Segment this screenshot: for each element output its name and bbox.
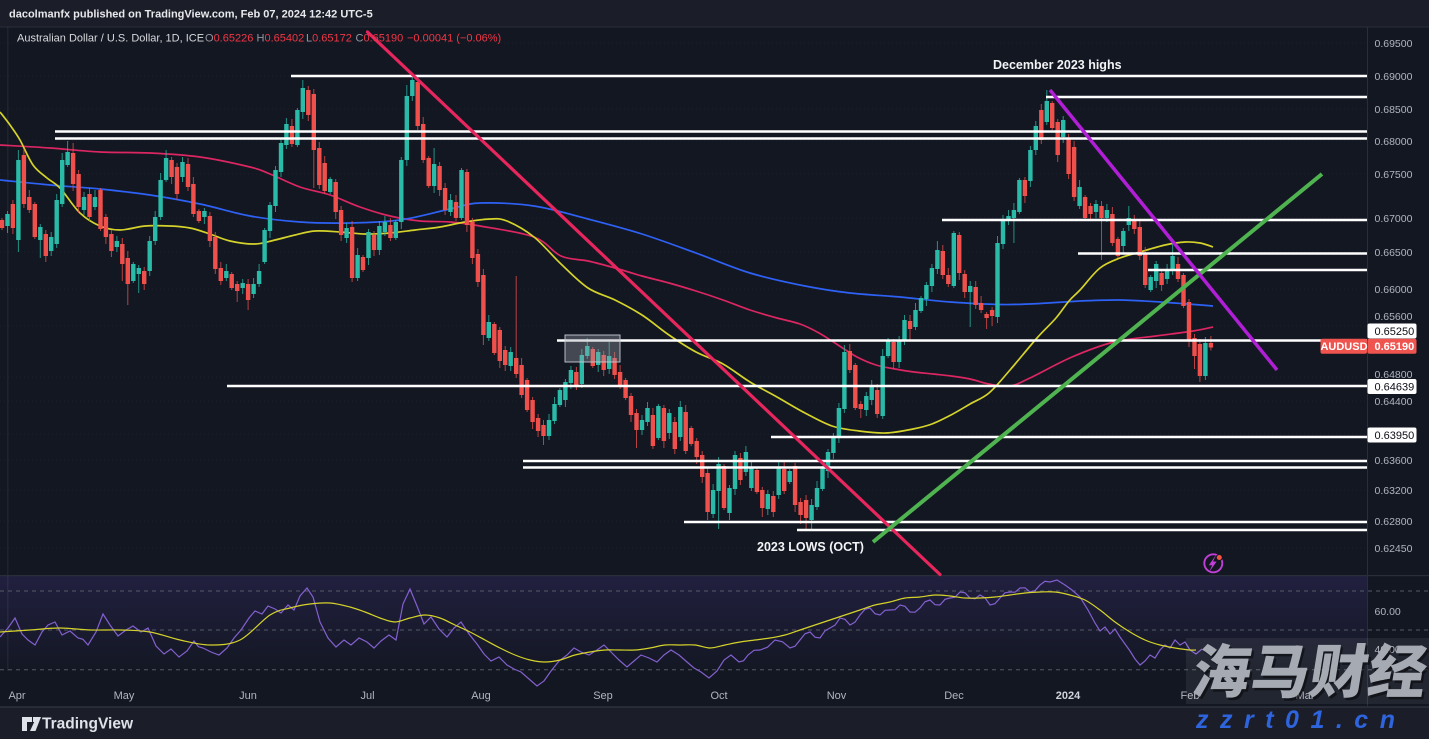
svg-text:0.63950: 0.63950 — [1375, 430, 1415, 442]
svg-text:0.64400: 0.64400 — [1375, 396, 1413, 408]
svg-text:Nov: Nov — [827, 690, 847, 702]
svg-text:Oct: Oct — [710, 690, 727, 702]
svg-text:0.65190: 0.65190 — [1375, 341, 1415, 353]
svg-text:0.69500: 0.69500 — [1375, 38, 1413, 50]
svg-text:H0.65402: H0.65402 — [257, 33, 305, 45]
svg-text:dacolmanfx published on Tradin: dacolmanfx published on TradingView.com,… — [9, 9, 373, 21]
svg-text:Australian Dollar / U.S. Dolla: Australian Dollar / U.S. Dollar, 1D, ICE — [17, 33, 204, 45]
svg-text:Dec: Dec — [944, 690, 964, 702]
svg-text:2024: 2024 — [1056, 690, 1081, 702]
svg-text:Jul: Jul — [360, 690, 374, 702]
svg-text:0.64639: 0.64639 — [1375, 382, 1415, 394]
svg-text:0.62450: 0.62450 — [1375, 543, 1413, 555]
svg-text:C0.65190: C0.65190 — [356, 33, 404, 45]
svg-text:0.67500: 0.67500 — [1375, 169, 1413, 181]
svg-text:0.63200: 0.63200 — [1375, 485, 1413, 497]
svg-text:0.66000: 0.66000 — [1375, 284, 1413, 296]
svg-text:O0.65226: O0.65226 — [205, 33, 253, 45]
svg-text:TradingView: TradingView — [42, 716, 134, 733]
svg-text:AUDUSD: AUDUSD — [1320, 341, 1367, 353]
svg-text:−0.00041 (−0.06%): −0.00041 (−0.06%) — [407, 33, 501, 45]
svg-text:0.66500: 0.66500 — [1375, 247, 1413, 259]
svg-text:May: May — [114, 690, 135, 702]
svg-text:0.65600: 0.65600 — [1375, 311, 1413, 323]
svg-text:0.62800: 0.62800 — [1375, 516, 1413, 528]
svg-text:zzrt01.cn: zzrt01.cn — [1195, 706, 1406, 734]
svg-text:December 2023 highs: December 2023 highs — [993, 58, 1122, 72]
svg-text:0.68500: 0.68500 — [1375, 104, 1413, 116]
svg-text:Aug: Aug — [471, 690, 491, 702]
svg-text:0.68000: 0.68000 — [1375, 136, 1413, 148]
svg-text:2023 LOWS (OCT): 2023 LOWS (OCT) — [757, 540, 864, 554]
svg-text:L0.65172: L0.65172 — [306, 33, 352, 45]
svg-text:0.65250: 0.65250 — [1375, 326, 1415, 338]
svg-text:Apr: Apr — [8, 690, 25, 702]
svg-text:Jun: Jun — [239, 690, 257, 702]
svg-text:0.64800: 0.64800 — [1375, 369, 1413, 381]
svg-text:0.67000: 0.67000 — [1375, 213, 1413, 225]
svg-text:0.63600: 0.63600 — [1375, 455, 1413, 467]
svg-text:60.00: 60.00 — [1375, 606, 1401, 618]
svg-text:0.69000: 0.69000 — [1375, 71, 1413, 83]
svg-text:Sep: Sep — [593, 690, 613, 702]
